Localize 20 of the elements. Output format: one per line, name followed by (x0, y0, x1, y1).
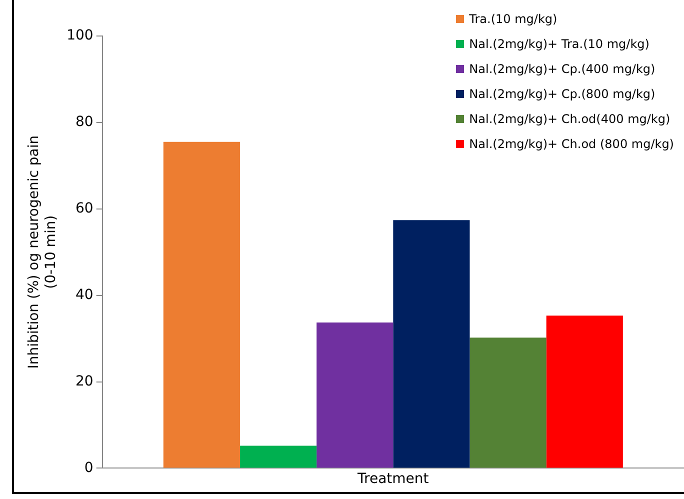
y-axis-title: Inhibition (%) og neurogenic pain (0-10 min) (26, 135, 59, 369)
y-tick-label: 100 (66, 28, 94, 44)
legend-label: Nal.(2mg/kg)+ Ch.od(400 mg/kg) (469, 112, 670, 126)
y-tick-label: 60 (75, 200, 94, 217)
legend-label: Tra.(10 mg/kg) (469, 12, 558, 26)
y-tick-label: 40 (75, 286, 94, 303)
y-tick-label: 0 (84, 460, 94, 476)
legend-label: Nal.(2mg/kg)+ Cp.(400 mg/kg) (469, 62, 656, 76)
bar (240, 446, 317, 468)
bar (393, 220, 470, 468)
legend-label: Nal.(2mg/kg)+ Tra.(10 mg/kg) (469, 36, 650, 50)
y-tick-label: 20 (75, 373, 94, 390)
legend-label: Nal.(2mg/kg)+ Ch.od (800 mg/kg) (469, 136, 674, 150)
bar (546, 316, 623, 468)
x-tick-label: Treatment (356, 471, 430, 488)
bar (470, 338, 546, 468)
bar (163, 142, 240, 468)
bar (316, 322, 394, 468)
legend-label: Nal.(2mg/kg)+ Cp.(800 mg/kg) (469, 86, 656, 100)
y-tick-label: 80 (75, 114, 94, 130)
